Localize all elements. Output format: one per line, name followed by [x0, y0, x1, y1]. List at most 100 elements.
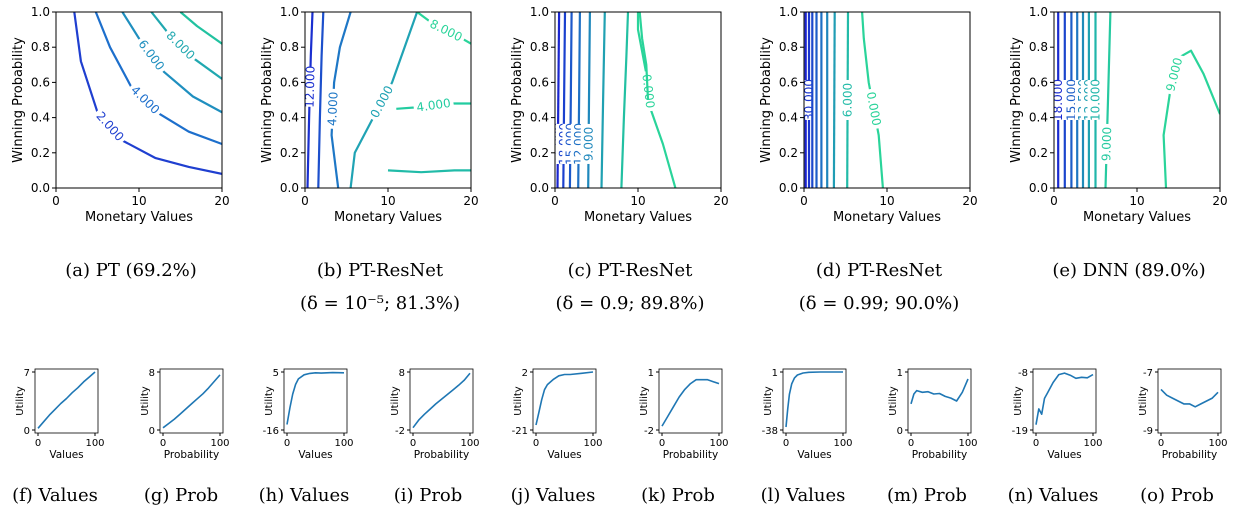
contour-panel-1: 12.000 4.000 0.000 4.000 8.000 0.0 0.2 0.4 0.6 0.… [260, 5, 479, 314]
x-tick-label: 20 [1212, 194, 1227, 208]
contour-level-label: 4.000 [323, 88, 341, 130]
contour-level-text: 9.000 [1099, 127, 1114, 162]
y-axis-label: Utility [390, 386, 401, 415]
contour-level-text: 4.000 [416, 96, 452, 115]
x-tick-label: 20 [463, 194, 478, 208]
y-tick-label: 8 [149, 368, 155, 379]
x-tick-label: 100 [833, 438, 852, 449]
x-axis-label: Values [797, 449, 831, 461]
x-tick-label: 0 [551, 194, 559, 208]
contour-level-text: 8.000 [428, 17, 465, 45]
y-tick-label: 1.0 [779, 5, 798, 19]
y-tick-label: 0.4 [1029, 111, 1048, 125]
contour-level-label: 10.000 [1087, 79, 1103, 121]
label-backdrop [640, 70, 659, 112]
utility-curve [37, 371, 96, 429]
contour-lines: 12.000 4.000 0.000 4.000 8.000 [302, 12, 471, 188]
label-backdrop [1087, 80, 1102, 120]
y-tick-label: 0.0 [779, 181, 798, 195]
contour-level-text: 18.000 [1051, 79, 1065, 121]
contour-panel-4: 18.00015.00013.50012.00010.0009.0009.000… [1009, 5, 1228, 281]
x-axis-label: Probability [663, 449, 719, 461]
panel-caption: (i) Prob [394, 485, 463, 506]
plot-frame [1157, 368, 1222, 434]
contour-level-text: 9.000 [1163, 56, 1185, 93]
x-axis-label: Probability [164, 449, 220, 461]
x-tick-label: 10 [380, 194, 395, 208]
contour-line [832, 12, 836, 188]
plot-frame [1032, 368, 1097, 434]
y-tick-label: 0.6 [31, 75, 50, 89]
contour-level-text: 4.000 [128, 83, 162, 117]
x-tick-label: 100 [958, 438, 977, 449]
x-tick-label: 20 [962, 194, 977, 208]
x-tick-label: 0 [301, 194, 309, 208]
y-tick-label: 0.4 [779, 111, 798, 125]
x-tick-label: 0 [908, 438, 914, 449]
x-tick-label: 0 [800, 194, 808, 208]
y-tick-label: -2 [395, 426, 405, 437]
y-tick-label: 0.2 [1029, 146, 1048, 160]
label-backdrop [126, 80, 166, 119]
y-tick-label: -38 [762, 426, 778, 437]
plot-frame [409, 368, 474, 434]
y-tick-label: 1.0 [530, 5, 549, 19]
panel-caption: (c) PT-ResNet [568, 260, 694, 281]
label-backdrop [162, 25, 201, 64]
label-backdrop [1054, 80, 1065, 120]
panel-caption: (j) Values [511, 485, 596, 506]
y-axis-label: Utility [140, 386, 151, 415]
x-axis-label: Values [298, 449, 332, 461]
y-tick-label: 0.0 [280, 181, 299, 195]
utility-curve [1160, 388, 1219, 408]
label-backdrop [425, 14, 468, 45]
plot-frame [782, 368, 847, 434]
y-axis-label: Utility [264, 386, 275, 415]
panel-caption: (a) PT (69.2%) [65, 260, 197, 281]
y-tick-label: -21 [512, 426, 528, 437]
contour-level-label: 8.000 [425, 14, 468, 45]
y-tick-label: 0.2 [779, 146, 798, 160]
panel-caption: (δ = 0.9; 89.8%) [555, 293, 704, 314]
utility-curve [412, 372, 471, 429]
contour-level-label: 0.000 [864, 87, 886, 130]
y-axis-label: Winning Probability [11, 37, 26, 163]
x-axis-label: Probability [912, 449, 968, 461]
y-tick-label: 0.0 [31, 181, 50, 195]
contour-level-text: 12.000 [302, 66, 317, 108]
plot-frame [803, 11, 971, 189]
x-tick-label: 10 [131, 194, 146, 208]
y-tick-label: 0.4 [280, 111, 299, 125]
y-tick-label: 1 [897, 368, 903, 379]
contour-line [179, 12, 222, 45]
x-axis-label: Monetary Values [1083, 210, 1191, 225]
label-backdrop [1098, 123, 1114, 165]
panel-caption: (h) Values [259, 485, 350, 506]
y-tick-label: 1.0 [1029, 5, 1048, 19]
utility-curve [661, 378, 720, 427]
x-tick-label: 100 [334, 438, 353, 449]
contour-level-label: 18.000 [1051, 79, 1065, 121]
y-axis-label: Utility [1013, 386, 1024, 415]
panel-caption: (l) Values [761, 485, 846, 506]
x-tick-label: 0 [1158, 438, 1164, 449]
x-axis-label: Monetary Values [334, 210, 442, 225]
panel-caption: (n) Values [1008, 485, 1099, 506]
contour-panel-2: 21.00018.00015.00012.0009.0000.0000.00.2… [510, 5, 729, 314]
label-backdrop [92, 106, 130, 146]
label-backdrop [580, 123, 595, 165]
panel-caption: (o) Prob [1140, 485, 1214, 506]
contour-level-label: 6.000 [839, 79, 855, 121]
x-tick-label: 0 [35, 438, 41, 449]
x-tick-label: 100 [85, 438, 104, 449]
contour-line [638, 12, 650, 101]
